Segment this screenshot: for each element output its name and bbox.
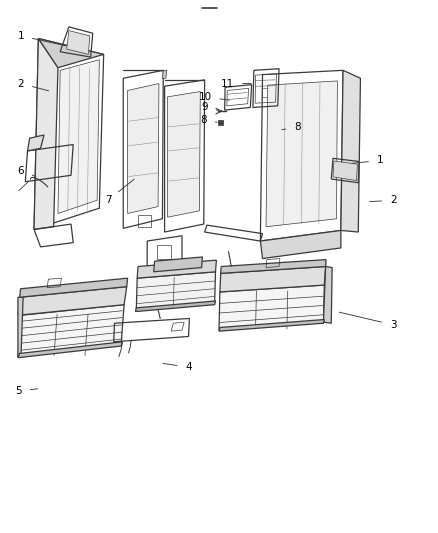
Polygon shape bbox=[323, 266, 332, 323]
Polygon shape bbox=[39, 38, 104, 68]
Polygon shape bbox=[58, 60, 99, 214]
Polygon shape bbox=[28, 135, 44, 151]
Polygon shape bbox=[18, 297, 23, 357]
Polygon shape bbox=[18, 342, 122, 358]
Polygon shape bbox=[67, 30, 90, 54]
Polygon shape bbox=[18, 287, 127, 316]
Text: 7: 7 bbox=[105, 179, 134, 205]
Text: 1: 1 bbox=[352, 156, 383, 165]
Text: 3: 3 bbox=[339, 312, 396, 330]
Polygon shape bbox=[162, 70, 167, 78]
Polygon shape bbox=[219, 319, 324, 331]
Polygon shape bbox=[220, 266, 325, 292]
Text: 8: 8 bbox=[201, 115, 217, 125]
Text: 4: 4 bbox=[163, 362, 192, 372]
Text: 2: 2 bbox=[370, 195, 396, 205]
Bar bbox=[268, 127, 273, 132]
Polygon shape bbox=[219, 285, 324, 330]
Text: 6: 6 bbox=[18, 166, 36, 176]
Polygon shape bbox=[341, 70, 360, 232]
Text: 9: 9 bbox=[202, 102, 219, 112]
Polygon shape bbox=[136, 272, 215, 310]
Polygon shape bbox=[18, 305, 124, 357]
Polygon shape bbox=[333, 161, 357, 181]
Bar bbox=[261, 88, 270, 97]
Polygon shape bbox=[135, 301, 215, 312]
Polygon shape bbox=[221, 260, 326, 273]
Bar bbox=[138, 215, 151, 227]
Polygon shape bbox=[168, 92, 200, 217]
Text: 1: 1 bbox=[18, 31, 66, 46]
Bar bbox=[157, 245, 171, 259]
Text: 11: 11 bbox=[221, 78, 251, 88]
Polygon shape bbox=[154, 257, 202, 272]
Polygon shape bbox=[127, 84, 159, 214]
Polygon shape bbox=[260, 230, 341, 259]
Text: 10: 10 bbox=[198, 92, 230, 102]
Text: 8: 8 bbox=[282, 122, 300, 132]
Polygon shape bbox=[266, 81, 337, 227]
Polygon shape bbox=[20, 278, 127, 297]
Polygon shape bbox=[34, 38, 58, 229]
Text: 5: 5 bbox=[15, 386, 38, 396]
Text: 2: 2 bbox=[18, 78, 49, 91]
Polygon shape bbox=[137, 260, 216, 278]
Bar bbox=[218, 119, 223, 125]
